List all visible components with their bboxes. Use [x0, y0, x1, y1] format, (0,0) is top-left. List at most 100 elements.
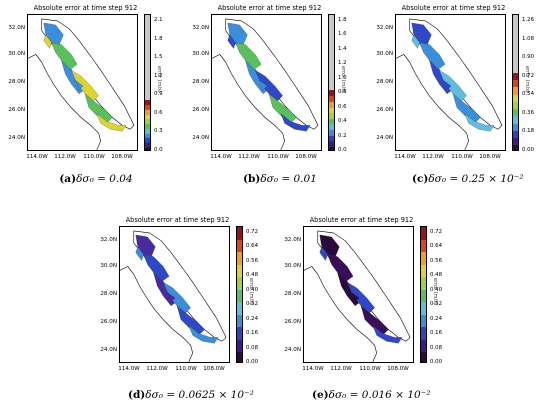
- colorbar-segment: [421, 351, 426, 362]
- error-region: [166, 291, 176, 303]
- colorbar-tick-label: 0.2: [338, 132, 347, 139]
- subfigure-letter: (a): [59, 173, 77, 185]
- subfigure-parameter: δσ₀ = 0.25 × 10⁻²: [428, 173, 524, 185]
- y-tick-label: 30.0N: [284, 263, 301, 269]
- colorbar-segment: [513, 101, 518, 110]
- colorbar-unit-label: error (m/s): [524, 66, 530, 93]
- colorbar-tick-label: 0.16: [430, 330, 443, 337]
- error-region: [452, 93, 481, 124]
- subfigure-parameter: δσ₀ = 0.04: [76, 173, 133, 185]
- colorbar-tick-label: 0.00: [246, 359, 259, 365]
- colorbar-segment: [237, 251, 242, 265]
- map-plot: [119, 226, 230, 363]
- colorbar-tick-label: 0.08: [430, 344, 443, 351]
- colorbar: [236, 226, 243, 363]
- error-region: [258, 79, 268, 91]
- error-region: [74, 79, 84, 91]
- x-tick-label: 112.0W: [54, 154, 76, 160]
- x-tick-label: 108.0W: [479, 154, 501, 160]
- colorbar-tick-label: 0.64: [430, 243, 443, 250]
- x-tick-label: 110.0W: [267, 154, 289, 160]
- colorbar-tick-label: 0.40: [246, 286, 259, 293]
- colorbar-segment: [513, 86, 518, 95]
- colorbar-segment: [513, 130, 518, 139]
- colorbar-tick-label: 1.5: [154, 54, 163, 61]
- x-tick-label: 112.0W: [330, 366, 352, 372]
- x-tick-label: 112.0W: [422, 154, 444, 160]
- x-tick-label: 108.0W: [203, 366, 225, 372]
- y-tick-label: 28.0N: [100, 291, 117, 297]
- colorbar-tick-label: 0.18: [522, 128, 535, 135]
- chart-panel-a: Absolute error at time step 912 32.0N 30.0…: [5, 4, 165, 164]
- subfigure-caption: (e)δσ₀ = 0.016 × 10⁻²: [312, 389, 430, 401]
- map-plot: [211, 14, 322, 151]
- y-tick-label: 24.0N: [376, 135, 393, 141]
- colorbar-tick-label: 0.54: [522, 91, 535, 98]
- error-region: [51, 42, 78, 71]
- peninsula-coastline: [120, 266, 193, 362]
- colorbar-segment: [329, 118, 334, 125]
- colorbar-segment: [329, 90, 334, 97]
- colorbar-tick-label: 0.16: [246, 330, 259, 337]
- colorbar-segment: [329, 112, 334, 119]
- y-tick-label: 26.0N: [284, 319, 301, 325]
- error-region: [227, 34, 236, 49]
- colorbar-tick-label: 1.8: [338, 17, 347, 23]
- colorbar-tick-label: 0.56: [246, 257, 259, 264]
- subfigure-caption: (d)δσ₀ = 0.0625 × 10⁻²: [128, 389, 254, 401]
- colorbar-segment: [237, 326, 242, 340]
- colorbar-tick-label: 0.36: [522, 109, 535, 116]
- error-region: [327, 254, 354, 283]
- colorbar-tick-label: 0.00: [430, 359, 443, 365]
- y-tick-label: 32.0N: [284, 237, 301, 243]
- colorbar-tick-label: 0.6: [154, 109, 163, 116]
- colorbar-segment: [329, 135, 334, 142]
- gulf-of-california-map: [212, 18, 319, 150]
- colorbar-tick-label: 0.32: [430, 301, 443, 308]
- y-tick-label: 26.0N: [376, 107, 393, 113]
- colorbar-tick-label: 0.08: [246, 344, 259, 351]
- colorbar-segment: [513, 115, 518, 124]
- colorbar-overflow-segment: [329, 15, 334, 91]
- colorbar-tick-label: 0.32: [246, 301, 259, 308]
- colorbar-tick-label: 0.72: [246, 229, 259, 235]
- y-tick-label: 28.0N: [192, 79, 209, 85]
- colorbar-segment: [237, 351, 242, 362]
- subfigure-caption: (b)δσ₀ = 0.01: [230, 173, 330, 185]
- colorbar-segment: [513, 79, 518, 88]
- map-plot: [27, 14, 138, 151]
- colorbar-segment: [421, 276, 426, 290]
- colorbar-segment: [237, 276, 242, 290]
- colorbar-tick-label: 0.4: [338, 118, 347, 125]
- colorbar-segment: [329, 123, 334, 131]
- x-tick-label: 110.0W: [83, 154, 105, 160]
- error-region: [419, 42, 446, 71]
- colorbar-tick-label: 0.48: [246, 272, 259, 279]
- subfigure-letter: (d): [128, 389, 146, 401]
- colorbar-segment: [145, 104, 150, 110]
- map-plot: [395, 14, 506, 151]
- colorbar-segment: [145, 142, 150, 148]
- y-tick-label: 30.0N: [100, 263, 117, 269]
- error-region: [143, 254, 170, 283]
- x-tick-label: 110.0W: [451, 154, 473, 160]
- colorbar-segment: [421, 339, 426, 353]
- colorbar-segment: [513, 108, 518, 117]
- x-tick-label: 114.0W: [302, 366, 324, 372]
- colorbar-tick-label: 1.8: [154, 35, 163, 42]
- gulf-of-california-map: [396, 18, 503, 150]
- colorbar-tick-label: 0.40: [430, 286, 443, 293]
- y-tick-label: 24.0N: [8, 135, 25, 141]
- gulf-of-california-map: [120, 230, 227, 362]
- colorbar-segment: [145, 128, 150, 134]
- colorbar-tick-label: 0.48: [430, 272, 443, 279]
- peninsula-coastline: [304, 266, 377, 362]
- gulf-of-california-map: [304, 230, 411, 362]
- colorbar-tick-label: 0.72: [522, 72, 535, 79]
- colorbar-unit-label: error (m/s): [248, 278, 254, 305]
- x-tick-label: 110.0W: [359, 366, 381, 372]
- colorbar-segment: [421, 314, 426, 328]
- colorbar-tick-label: 0.24: [246, 315, 259, 322]
- subfigure-caption: (c)δσ₀ = 0.25 × 10⁻²: [412, 173, 523, 185]
- y-tick-label: 24.0N: [284, 347, 301, 353]
